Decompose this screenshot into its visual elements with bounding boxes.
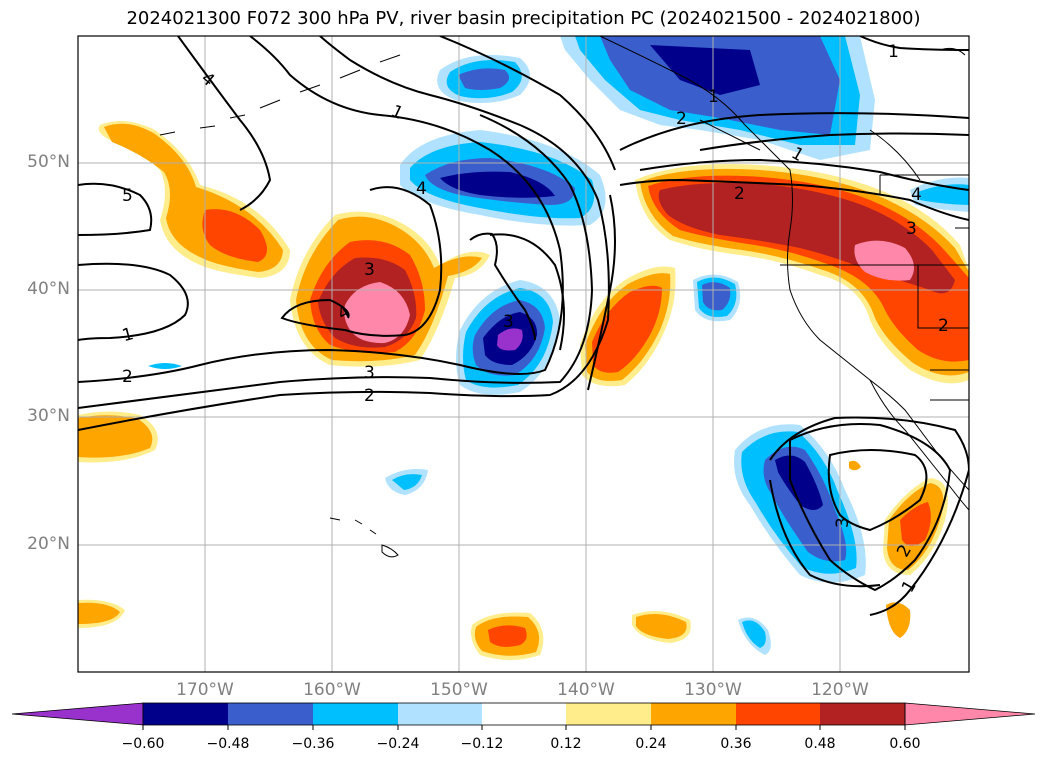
contour-label: 1 [120, 324, 136, 346]
colorbar-extend-high [904, 702, 1036, 726]
colorbar-bin [651, 703, 736, 725]
lon-label: 140°W [557, 680, 615, 700]
contour-label: 4 [911, 185, 922, 205]
contour-label: 3 [364, 363, 375, 383]
colorbar-tick-label: 0.24 [635, 736, 667, 752]
colorbar-bin [313, 703, 398, 725]
colorbar-tick-label: −0.60 [121, 736, 165, 752]
map-panel: 5 4 1 1 2 3 2 4 3 4 3 2 1 2 3 1 4 2 1 2 … [78, 36, 969, 672]
colorbar-bin [820, 703, 905, 725]
contour-label: 2 [122, 367, 133, 387]
colorbar-bin [482, 703, 566, 725]
lon-label: 160°W [303, 680, 361, 700]
colorbar [11, 702, 1036, 730]
map-title: 2024021300 F072 300 hPa PV, river basin … [126, 8, 921, 29]
colorbar-tick-label: 0.36 [720, 736, 752, 752]
contour-label: 2 [676, 109, 687, 129]
colorbar-tick-label: 0.48 [804, 736, 836, 752]
contour-label: 1 [888, 42, 899, 62]
contour-label: 3 [906, 219, 917, 239]
contour-label: 5 [122, 186, 133, 206]
contour-label: 3 [364, 260, 375, 280]
lat-label: 30°N [27, 406, 70, 426]
colorbar-bin [143, 703, 228, 725]
lat-label: 20°N [27, 534, 70, 554]
lon-label: 150°W [430, 680, 488, 700]
lon-label: 170°W [176, 680, 234, 700]
contour-label: 4 [416, 179, 427, 199]
contour-label: 1 [708, 87, 719, 107]
colorbar-bin [398, 703, 482, 725]
contour-label: 3 [503, 312, 514, 332]
colorbar-tick-label: −0.48 [206, 736, 250, 752]
colorbar-extend-low [11, 702, 144, 726]
contour-label: 2 [364, 386, 375, 406]
colorbar-tick-label: 0.12 [550, 736, 582, 752]
colorbar-bin [736, 703, 820, 725]
lat-label: 40°N [27, 279, 70, 299]
colorbar-tick-label: 0.60 [889, 736, 921, 752]
colorbar-tick-label: −0.36 [291, 736, 335, 752]
contour-label: 2 [734, 184, 745, 204]
colorbar-bin [566, 703, 651, 725]
lon-label: 120°W [811, 680, 869, 700]
lat-label: 50°N [27, 152, 70, 172]
colorbar-bin [228, 703, 313, 725]
colorbar-tick-label: −0.24 [376, 736, 420, 752]
graticule [78, 36, 969, 672]
positive-pc-shading [78, 121, 969, 660]
colorbar-tick-label: −0.12 [460, 736, 504, 752]
contour-label: 3 [833, 517, 853, 528]
contour-label: 2 [938, 316, 949, 336]
pv-contours [78, 36, 969, 616]
map-frame [77, 35, 970, 673]
lon-label: 130°W [684, 680, 742, 700]
